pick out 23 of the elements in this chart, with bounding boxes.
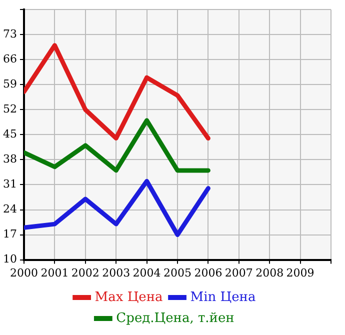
x-tick-label: 2000 [10, 266, 38, 280]
x-tick-label: 2005 [164, 266, 192, 280]
legend-label: Min Цена [190, 290, 256, 305]
legend-label: Сред.Цена, т.йен [116, 310, 234, 326]
y-tick-label: 31 [2, 178, 17, 191]
x-tick-label: 2001 [40, 266, 69, 280]
y-tick-label: 10 [2, 252, 17, 266]
y-tick-label: 59 [2, 78, 17, 91]
y-tick-label: 17 [2, 228, 17, 241]
y-tick-label: 38 [2, 152, 17, 166]
legend-label: Max Цена [94, 290, 164, 305]
x-tick-label: 2009 [286, 266, 314, 280]
x-tick-label: 2003 [102, 266, 130, 280]
x-tick-label: 2007 [224, 266, 253, 280]
x-tick-label: 2006 [194, 266, 222, 280]
x-tick-label: 2002 [71, 266, 100, 280]
x-tick-label: 2004 [132, 266, 161, 280]
y-tick-label: 73 [2, 27, 17, 40]
y-tick-label: 24 [2, 202, 17, 216]
y-tick-label: 66 [2, 52, 17, 66]
x-tick-label: 2008 [256, 266, 284, 280]
y-tick-label: 45 [2, 128, 17, 141]
y-tick-label: 52 [2, 102, 17, 116]
